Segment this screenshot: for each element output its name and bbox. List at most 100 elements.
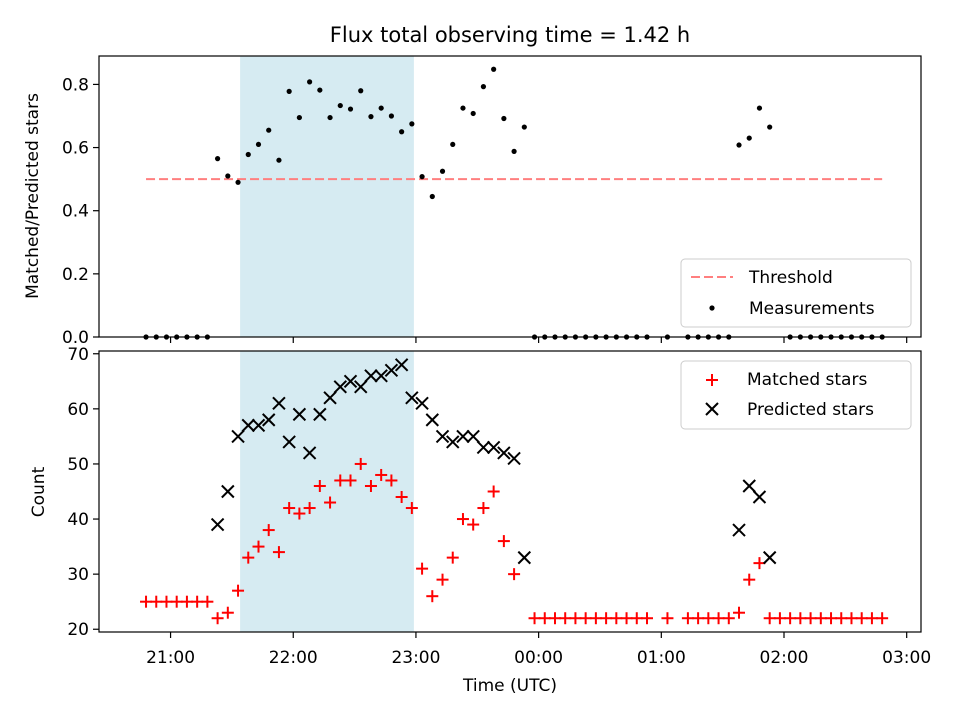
measurement-point [245,151,251,158]
measurement-point [429,193,435,200]
matched-star-point [763,612,776,625]
matched-star-point [303,502,316,515]
measurement-point [276,157,282,163]
measurement-point [337,102,343,109]
matched-star-point [814,612,827,625]
matched-star-point [600,612,613,625]
measurement-point [460,105,466,111]
predicted-star-point [313,407,327,422]
predicted-star-point [497,446,511,460]
matched-star-point [405,502,418,515]
matched-star-point [242,551,255,564]
matched-star-point [385,474,398,487]
matched-star-point [589,612,602,625]
top-y-ticks: 0.0 0.2 0.4 0.6 0.8 [62,75,99,348]
matched-star-point [436,573,449,586]
y-tick-label: 60 [67,400,89,420]
matched-star-point [416,562,429,575]
predicted-star-point [456,429,470,444]
matched-star-point [692,612,705,625]
y-tick-label: 20 [67,620,89,640]
matched-star-point [140,595,153,608]
y-tick-label: 0.6 [62,139,89,159]
matched-star-point [630,612,643,625]
bottom-x-ticks: 21:00 22:00 23:00 00:00 01:00 02:00 03:00 [146,632,931,668]
legend-threshold-label: Threshold [748,268,833,288]
predicted-star-point [486,440,501,455]
x-tick-label: 00:00 [514,648,563,668]
measurement-point [521,124,527,130]
matched-star-point [784,612,797,625]
predicted-star-point [415,396,429,411]
measurement-point [480,84,487,90]
predicted-star-point [221,484,235,499]
top-y-axis-label: Matched/Predicted stars [23,93,43,299]
predicted-star-point [742,479,756,493]
matched-star-point [160,595,173,608]
matched-star-point [538,612,551,625]
matched-star-point [835,612,848,625]
predicted-star-point [354,380,368,394]
matched-star-point [876,612,889,625]
measurement-point [255,141,262,148]
predicted-star-point [251,418,266,433]
matched-star-point [272,546,285,559]
x-tick-label: 01:00 [637,648,686,668]
matched-star-point [334,474,347,487]
matched-star-point [477,502,490,515]
measurement-point [491,66,497,72]
x-tick-label: 21:00 [146,648,195,668]
bottom-plot-frame [98,350,922,633]
matched-star-point [170,595,183,608]
predicted-star-point [272,396,286,411]
matched-star-point [497,535,510,548]
predicted-star-point [384,363,399,377]
matched-star-point [845,612,858,625]
predicted-star-point [302,446,317,460]
measurement-point [439,168,446,174]
matched-star-point [681,612,694,625]
matched-star-point [712,612,725,625]
y-tick-label: 40 [67,510,89,530]
predicted-star-point [333,380,347,394]
matched-star-point [773,612,786,625]
top-panel: 0.00.20.40.60.8 Matched/Predicted stars … [23,55,922,348]
predicted-star-markers [210,358,777,565]
matched-star-point [508,568,521,581]
measurement-point [399,129,405,135]
matched-star-point [641,612,653,625]
matched-star-point [232,584,245,597]
predicted-star-point [343,374,358,389]
measurement-point [450,141,456,148]
matched-star-markers [140,457,889,625]
measurement-point [746,135,752,141]
predicted-star-point [507,451,521,466]
predicted-star-point [210,517,225,532]
matched-star-point [456,513,469,526]
predicted-star-point [732,523,746,537]
top-plot-frame [98,55,922,338]
matched-star-point [804,612,817,625]
chart-title: Flux total observing time = 1.42 h [330,23,690,47]
legend-predicted-swatch [705,402,719,416]
x-tick-label: 02:00 [760,648,809,668]
matched-star-point [293,507,306,520]
matched-star-point [569,612,582,625]
measurement-point [327,114,333,121]
predicted-star-point [517,550,532,565]
top-x-ticks [169,337,908,343]
measurement-point [388,113,395,119]
y-tick-label: 0.2 [62,265,89,285]
matched-star-point [191,595,204,608]
measurement-point [296,114,302,121]
measurement-point [225,173,231,179]
measurement-point [736,142,742,148]
measurement-point [767,124,773,130]
matched-star-point [559,612,572,625]
legend-measurements-swatch [709,305,715,311]
measurement-point [358,88,364,94]
matched-star-point [661,612,674,625]
matched-star-point [446,551,459,564]
measurement-point [501,115,507,122]
